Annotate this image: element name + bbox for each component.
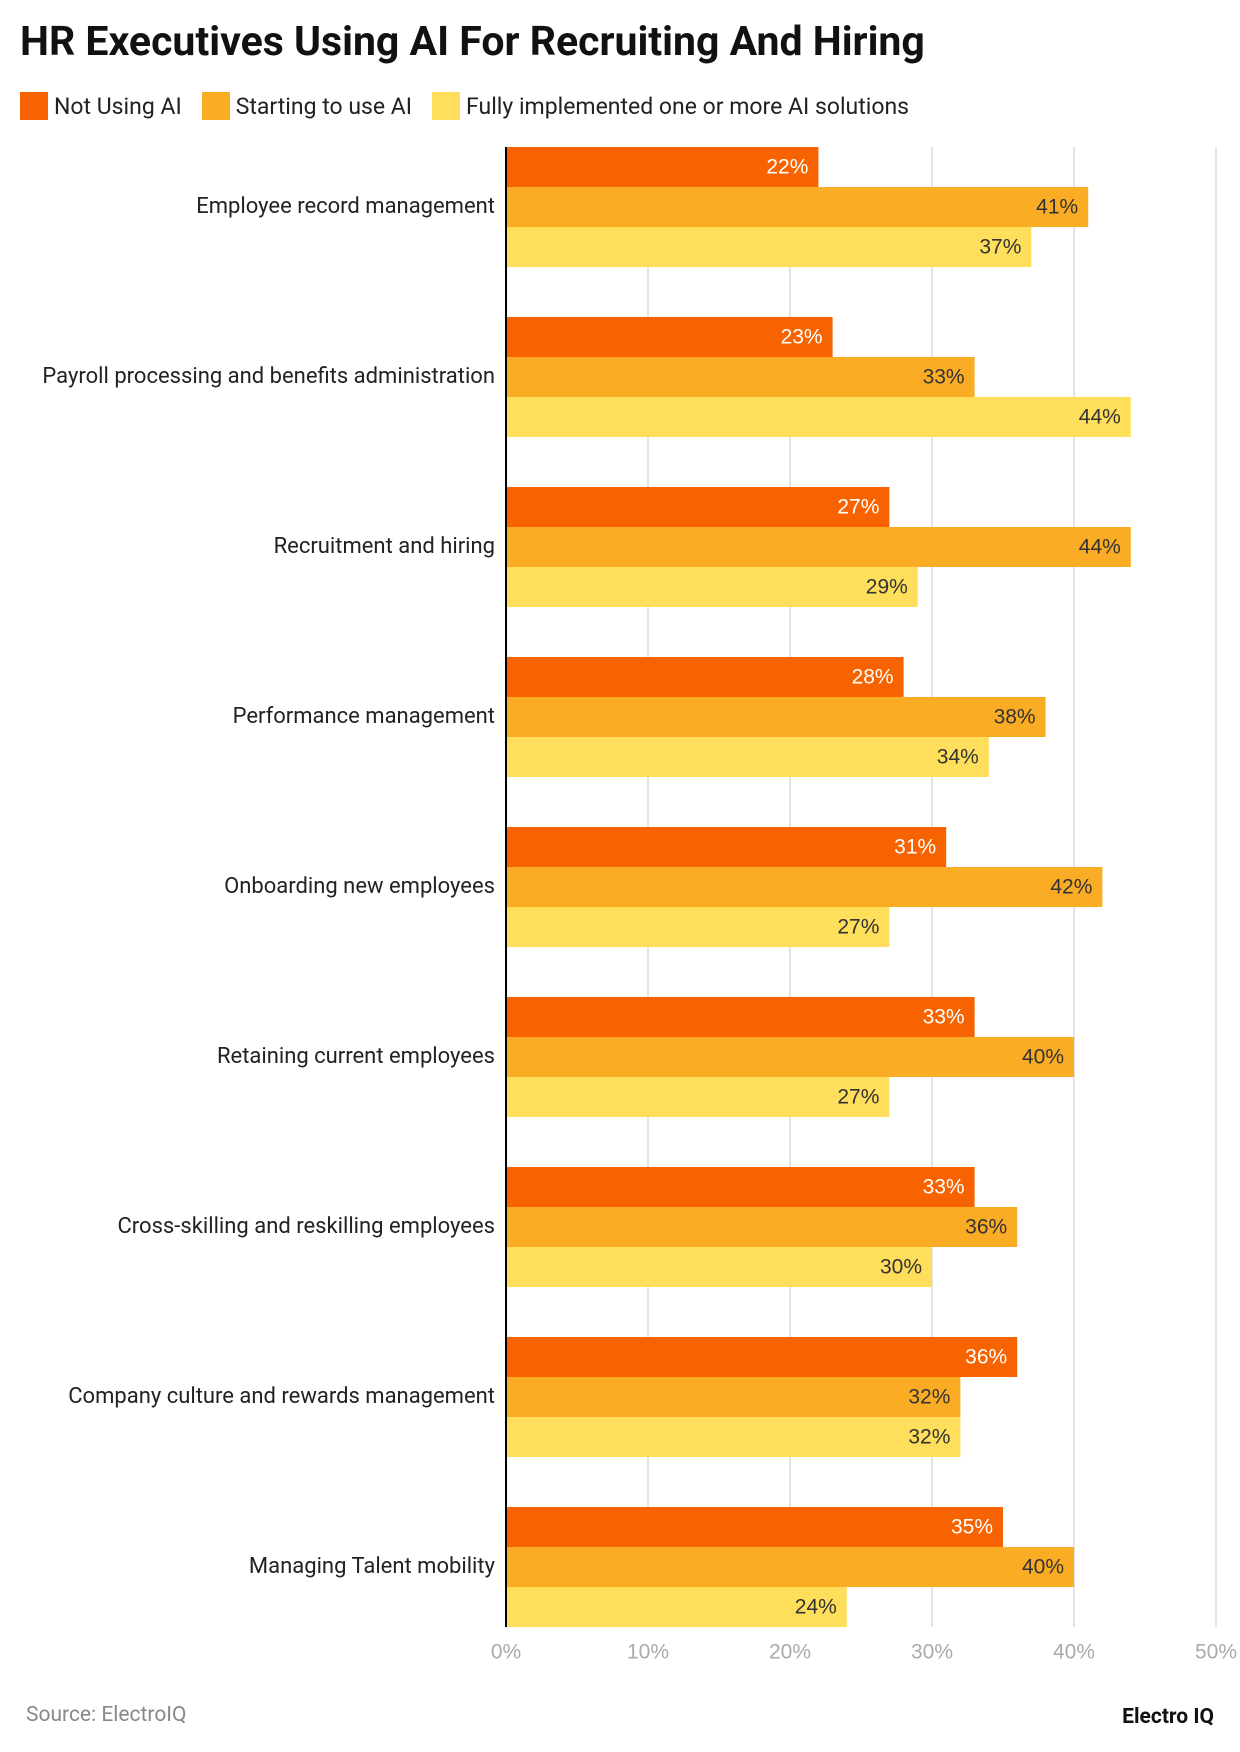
x-tick-label: 0%	[491, 1641, 521, 1664]
bar	[506, 907, 890, 947]
data-label: 37%	[979, 236, 1021, 259]
legend-item: Starting to use AI	[201, 92, 413, 120]
bar	[506, 487, 890, 527]
bar	[506, 1547, 1074, 1587]
source: Source: ElectroIQ	[26, 1703, 187, 1727]
data-label: 24%	[795, 1596, 837, 1619]
data-label: 27%	[837, 1086, 879, 1109]
bar	[506, 187, 1089, 227]
category-label: Cross-skilling and reskilling employees	[117, 1214, 495, 1239]
category-label: Performance management	[232, 704, 495, 729]
data-label: 33%	[923, 366, 965, 389]
data-label: 32%	[908, 1426, 950, 1449]
legend-item: Not Using AI	[20, 92, 182, 120]
x-tick-label: 20%	[769, 1641, 811, 1664]
data-label: 30%	[880, 1256, 922, 1279]
legend-item: Fully implemented one or more AI solutio…	[432, 92, 909, 120]
bar	[506, 1247, 932, 1287]
x-tick-label: 30%	[911, 1641, 953, 1664]
legend-label: Fully implemented one or more AI solutio…	[466, 92, 910, 120]
legend-label: Starting to use AI	[235, 92, 413, 120]
legend-label: Not Using AI	[54, 92, 182, 120]
bar	[506, 1207, 1018, 1247]
data-label: 28%	[852, 666, 894, 689]
chart-title: HR Executives Using AI For Recruiting An…	[20, 18, 925, 66]
bar	[506, 1417, 961, 1457]
legend-swatch	[201, 92, 230, 120]
legend-swatch	[20, 92, 48, 120]
bar	[506, 1587, 847, 1627]
x-tick-label: 10%	[627, 1641, 669, 1664]
data-label: 31%	[894, 836, 936, 859]
bar	[506, 697, 1046, 737]
bar	[506, 827, 947, 867]
brand: Electro IQ	[1122, 1705, 1214, 1729]
bar	[506, 657, 904, 697]
category-label: Employee record management	[196, 194, 495, 219]
x-tick-label: 40%	[1053, 1641, 1095, 1664]
bar	[506, 567, 918, 607]
data-label: 44%	[1079, 536, 1121, 559]
bar	[506, 1167, 975, 1207]
data-label: 41%	[1036, 196, 1078, 219]
bar	[506, 1337, 1018, 1377]
data-label: 44%	[1079, 406, 1121, 429]
bar	[506, 317, 833, 357]
data-label: 27%	[837, 916, 879, 939]
category-label: Company culture and rewards management	[68, 1384, 495, 1409]
category-label: Managing Talent mobility	[248, 1554, 495, 1579]
data-label: 34%	[937, 746, 979, 769]
bar	[506, 737, 989, 777]
data-label: 36%	[965, 1216, 1007, 1239]
data-label: 22%	[766, 156, 808, 179]
category-label: Onboarding new employees	[224, 874, 495, 899]
data-label: 38%	[994, 706, 1036, 729]
bar	[506, 147, 819, 187]
bar	[506, 1377, 961, 1417]
data-label: 33%	[923, 1176, 965, 1199]
bar	[506, 357, 975, 397]
category-label: Payroll processing and benefits administ…	[42, 364, 495, 389]
data-label: 40%	[1022, 1556, 1064, 1579]
data-label: 23%	[781, 326, 823, 349]
x-tick-label: 50%	[1195, 1641, 1237, 1664]
data-label: 40%	[1022, 1046, 1064, 1069]
bar	[506, 867, 1103, 907]
bar	[506, 1507, 1003, 1547]
data-label: 35%	[951, 1516, 993, 1539]
bar	[506, 997, 975, 1037]
bar	[506, 397, 1131, 437]
data-label: 42%	[1050, 876, 1092, 899]
legend: Not Using AI Starting to use AI Fully impl…	[20, 92, 909, 120]
bar	[506, 527, 1131, 567]
bar	[506, 227, 1032, 267]
data-label: 32%	[908, 1386, 950, 1409]
category-label: Retaining current employees	[216, 1044, 495, 1069]
legend-swatch	[432, 92, 461, 120]
data-label: 27%	[837, 496, 879, 519]
data-label: 29%	[866, 576, 908, 599]
data-label: 36%	[965, 1346, 1007, 1369]
bar	[506, 1037, 1074, 1077]
bar	[506, 1077, 890, 1117]
category-label: Recruitment and hiring	[273, 534, 495, 559]
data-label: 33%	[923, 1006, 965, 1029]
